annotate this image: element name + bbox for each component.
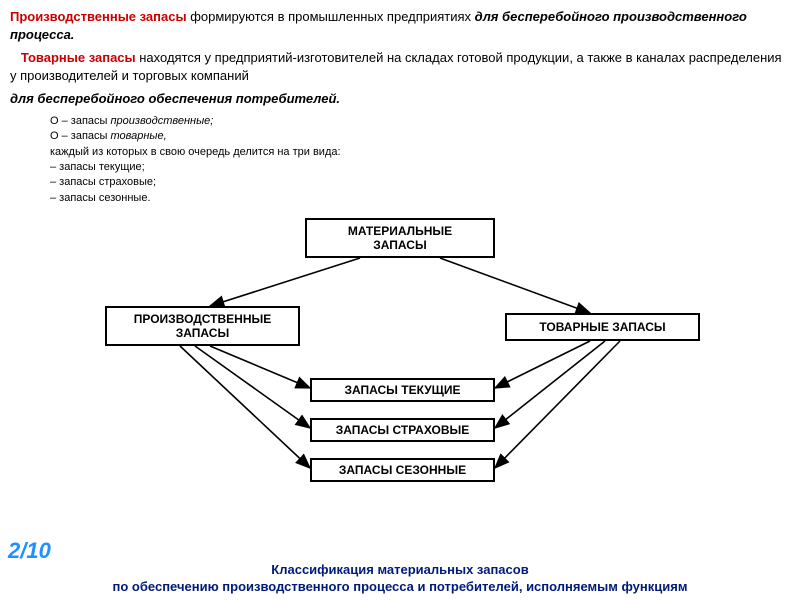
- intro-term-2: Товарные запасы: [21, 50, 136, 65]
- diagram-edge-2: [210, 346, 310, 388]
- sublist: О – запасы производственные; О – запасы …: [50, 114, 790, 206]
- diagram-node-c1: ЗАПАСЫ ТЕКУЩИЕ: [310, 378, 495, 402]
- diagram-node-root: МАТЕРИАЛЬНЫЕЗАПАСЫ: [305, 218, 495, 258]
- diagram-edge-4: [180, 346, 310, 468]
- diagram-edge-3: [195, 346, 310, 428]
- intro-paragraph-2: Товарные запасы находятся у предприятий-…: [10, 49, 790, 84]
- intro-paragraph-3: для бесперебойного обеспечения потребите…: [10, 90, 790, 108]
- classification-diagram: МАТЕРИАЛЬНЫЕЗАПАСЫ ПРОИЗВОДСТВЕННЫЕЗАПАСЫ…: [10, 218, 790, 498]
- page-number: 2/10: [8, 538, 51, 564]
- intro-term-1: Производственные запасы: [10, 9, 187, 24]
- diagram-node-c2: ЗАПАСЫ СТРАХОВЫЕ: [310, 418, 495, 442]
- diagram-edge-5: [495, 341, 590, 388]
- diagram-node-right: ТОВАРНЫЕ ЗАПАСЫ: [505, 313, 700, 341]
- diagram-node-left: ПРОИЗВОДСТВЕННЫЕЗАПАСЫ: [105, 306, 300, 346]
- diagram-arrows: [10, 218, 790, 498]
- diagram-node-c3: ЗАПАСЫ СЕЗОННЫЕ: [310, 458, 495, 482]
- diagram-edge-6: [495, 341, 605, 428]
- diagram-edge-1: [440, 258, 590, 313]
- diagram-edge-0: [210, 258, 360, 306]
- intro-paragraph-1: Производственные запасы формируются в пр…: [10, 8, 790, 43]
- diagram-caption: Классификация материальных запасов по об…: [0, 562, 800, 596]
- diagram-edge-7: [495, 341, 620, 468]
